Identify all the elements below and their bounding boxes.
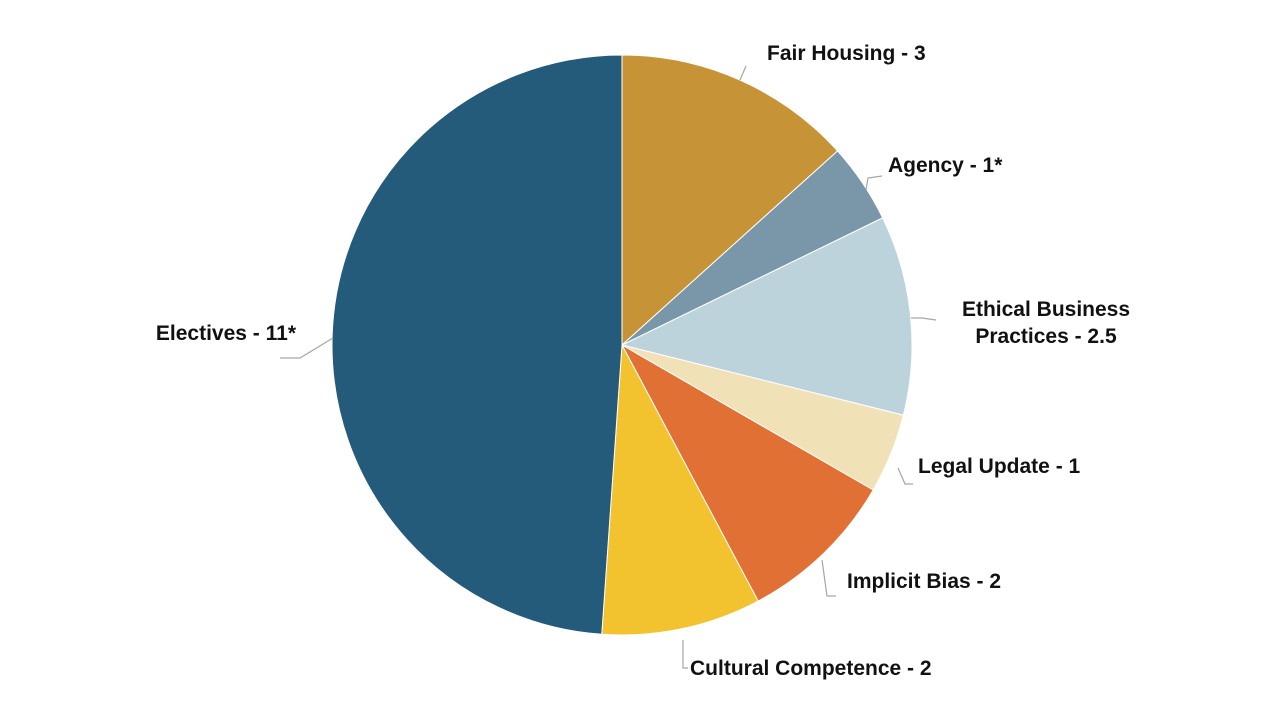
pie-slice	[620, 217, 913, 416]
pie-slice	[601, 343, 759, 636]
slice-label: Fair Housing - 3	[767, 42, 926, 65]
pie-slice	[621, 54, 839, 347]
leader-line	[682, 640, 688, 669]
leader-line	[739, 65, 747, 81]
leader-line	[897, 467, 913, 485]
slice-label: Legal Update - 1	[918, 455, 1081, 478]
leader-line	[821, 559, 836, 597]
slice-label: Ethical Business Practices - 2.5	[961, 298, 1131, 348]
slice-label: Implicit Bias - 2	[847, 570, 1002, 593]
pie-slice	[620, 343, 874, 602]
leader-line	[865, 175, 883, 191]
pie-slice	[331, 54, 623, 635]
leader-line	[911, 317, 937, 321]
slice-label: Agency - 1*	[888, 154, 1003, 177]
slice-label: Cultural Competence - 2	[690, 657, 932, 680]
slice-label: Electives - 11*	[155, 322, 296, 345]
leader-line	[280, 337, 334, 359]
